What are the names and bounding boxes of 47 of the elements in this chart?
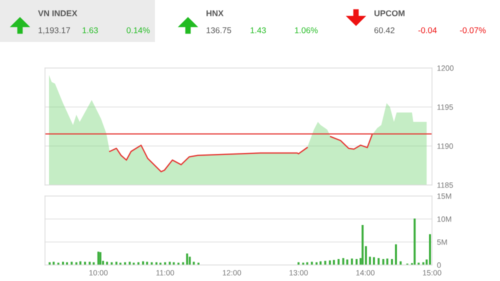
bar	[48, 262, 51, 265]
bar	[298, 262, 300, 265]
text: VN INDEX	[38, 10, 78, 16]
bar	[92, 262, 95, 265]
text: 136.75	[206, 27, 232, 34]
text: 1.43	[250, 27, 266, 34]
text: 1,193.17	[38, 27, 70, 34]
text: -0.07%	[460, 27, 486, 34]
bar	[422, 262, 424, 265]
bar	[378, 258, 380, 265]
bar	[99, 252, 102, 265]
bar	[390, 259, 393, 265]
bar	[356, 259, 358, 265]
bar	[350, 258, 353, 265]
bar	[182, 262, 184, 265]
bar	[186, 254, 188, 265]
text: 1.63	[82, 27, 98, 34]
bar	[75, 262, 78, 265]
bar	[110, 262, 113, 265]
bar	[155, 262, 158, 265]
bar	[428, 234, 431, 265]
bar	[188, 256, 191, 265]
bar	[66, 262, 68, 265]
text: -0.04	[418, 27, 437, 34]
bar	[362, 224, 364, 265]
bar	[386, 258, 388, 265]
bar	[342, 258, 344, 265]
text: 1.06%	[295, 27, 318, 34]
bar	[414, 218, 416, 265]
text: UPCOM	[374, 10, 404, 16]
text: HNX	[206, 10, 224, 16]
bar	[172, 262, 175, 265]
bar	[137, 262, 140, 265]
bar	[306, 262, 308, 265]
bar	[164, 262, 166, 265]
text: 0.14%	[126, 27, 150, 34]
bar	[97, 252, 100, 265]
bar	[372, 257, 375, 265]
bar	[346, 259, 348, 265]
bar	[382, 259, 384, 265]
bar	[124, 262, 126, 265]
bar	[150, 262, 153, 265]
bar	[394, 244, 397, 265]
bar	[316, 262, 318, 265]
bar	[368, 256, 371, 265]
bar	[338, 259, 340, 265]
text: 60.42	[374, 27, 394, 34]
